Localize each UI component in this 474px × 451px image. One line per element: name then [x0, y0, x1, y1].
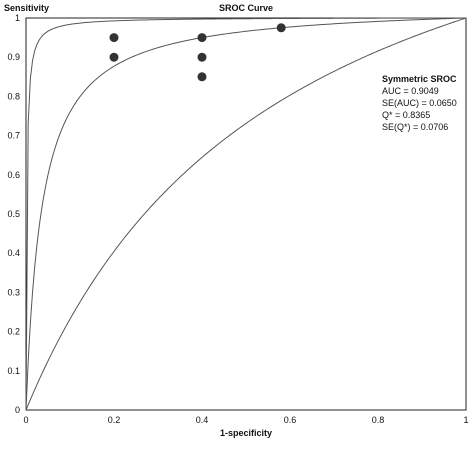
- annotation-box: Symmetric SROC AUC = 0.9049 SE(AUC) = 0.…: [382, 74, 457, 132]
- sroc-curves: [25, 17, 467, 411]
- y-tick-label: 0.2: [7, 327, 20, 337]
- plot-frame: [25, 17, 467, 411]
- data-point: [276, 23, 286, 33]
- chart-title: SROC Curve: [219, 3, 273, 13]
- data-point: [109, 33, 119, 43]
- annotation-line-q: Q* = 0.8365: [382, 110, 430, 120]
- x-tick-label: 0.6: [284, 415, 297, 425]
- x-tick-label: 0.4: [196, 415, 209, 425]
- sroc-curve-2: [25, 17, 466, 411]
- y-tick-label: 0.9: [7, 52, 20, 62]
- sroc-curve-0: [25, 17, 467, 411]
- annotation-title: Symmetric SROC: [382, 74, 457, 84]
- y-tick-label: 0.6: [7, 170, 20, 180]
- x-tick-label: 0: [23, 415, 28, 425]
- data-point: [197, 33, 207, 43]
- x-tick-label: 0.2: [108, 415, 121, 425]
- data-point: [197, 52, 207, 62]
- x-tick-label: 0.8: [372, 415, 385, 425]
- axis-ticks: 0 0.1 0.2 0.3 0.4 0.5 0.6 0.7 0.8 0.9 1 0 0.2 0.4 0.6 0…: [7, 13, 468, 425]
- y-tick-label: 1: [15, 13, 20, 23]
- y-tick-label: 0.4: [7, 248, 20, 258]
- data-point: [197, 72, 207, 82]
- y-axis-label: Sensitivity: [4, 3, 49, 13]
- sroc-curve-1: [25, 17, 467, 411]
- y-tick-label: 0.5: [7, 209, 20, 219]
- annotation-line-se-auc: SE(AUC) = 0.0650: [382, 98, 457, 108]
- y-tick-label: 0.1: [7, 366, 20, 376]
- data-point: [109, 52, 119, 62]
- y-tick-label: 0.3: [7, 287, 20, 297]
- y-tick-label: 0: [15, 405, 20, 415]
- annotation-line-se-q: SE(Q*) = 0.0706: [382, 122, 448, 132]
- x-axis-label: 1-specificity: [220, 428, 272, 438]
- data-points: [109, 23, 286, 82]
- x-tick-label: 1: [463, 415, 468, 425]
- annotation-line-auc: AUC = 0.9049: [382, 86, 439, 96]
- y-tick-label: 0.7: [7, 131, 20, 141]
- y-tick-label: 0.8: [7, 91, 20, 101]
